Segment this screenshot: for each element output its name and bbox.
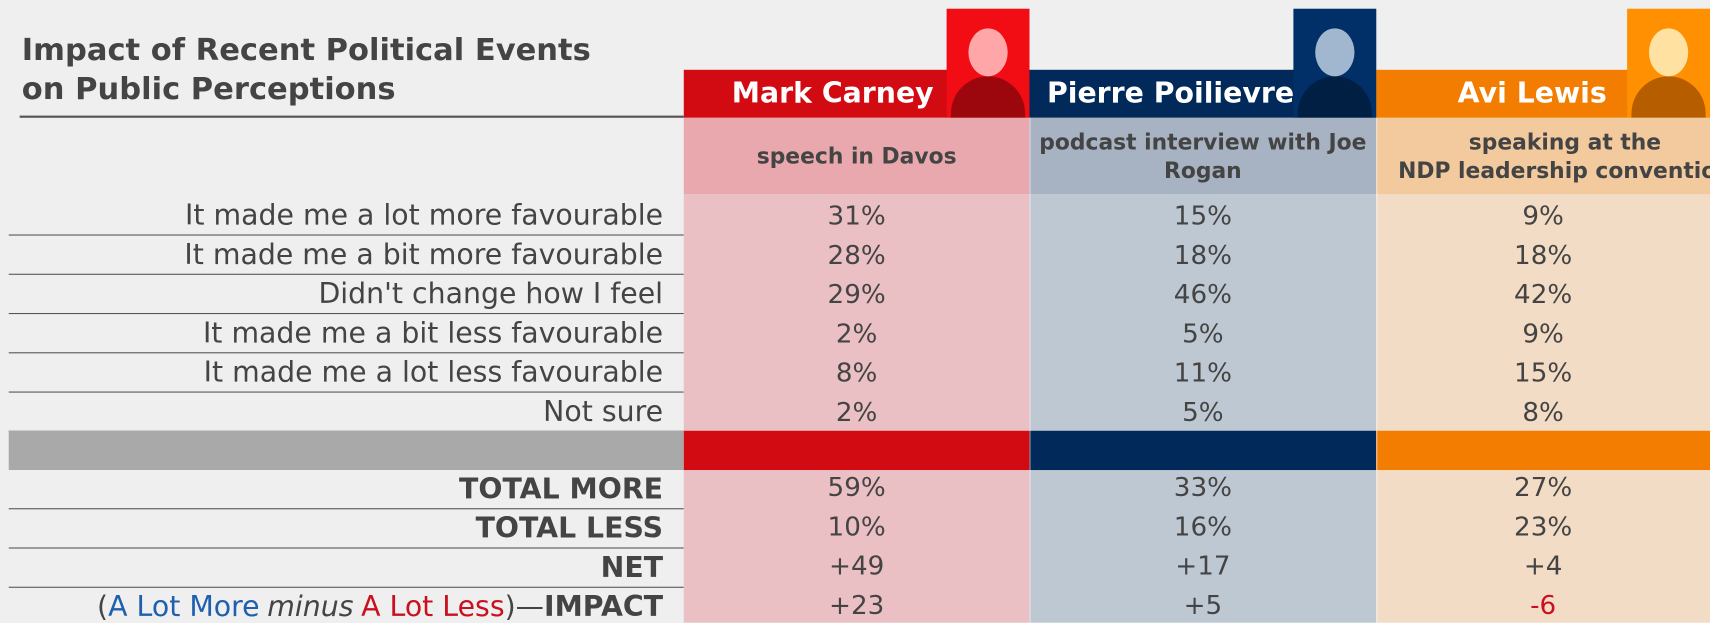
event-text: podcast interview with Joe Rogan (1029, 117, 1377, 195)
value-cell: 8% (835, 357, 878, 389)
value-cell: 42% (1514, 279, 1573, 310)
value-cell: 9% (1522, 200, 1564, 232)
value-cell: 29% (827, 279, 886, 310)
event-text: speech in Davos (683, 117, 1030, 195)
value-cell: 46% (1173, 279, 1232, 310)
row-label: Not sure (543, 395, 664, 429)
row-label: It made me a bit more favourable (184, 238, 664, 272)
photo (1293, 8, 1377, 118)
value-cell: 18% (1173, 239, 1232, 271)
summary-cell: 27% (1514, 472, 1573, 503)
summary-cell: +17 (1175, 550, 1231, 582)
value-cell: 11% (1173, 357, 1232, 389)
row-line (8, 547, 684, 549)
impact-label: (A Lot More minus A Lot Less)—IMPACT (9, 588, 663, 623)
impact-label-part: )— (504, 591, 545, 623)
row-line (8, 508, 684, 510)
impact-label-part: A Lot More (108, 591, 260, 623)
separator-band (1029, 430, 1377, 471)
value-cell: 31% (827, 200, 886, 232)
row-line (8, 586, 684, 588)
candidate-name: Mark Carney (731, 77, 934, 111)
photo-head (1648, 28, 1689, 77)
summary-cell: +49 (829, 550, 885, 582)
value-cell: 5% (1182, 318, 1224, 349)
title-rule (19, 115, 684, 118)
column-bg (683, 194, 1030, 623)
summary-cell: 59% (827, 472, 886, 503)
separator-band (1376, 430, 1710, 471)
summary-cell: +4 (1523, 550, 1563, 582)
column-bg (1376, 194, 1710, 623)
row-line (8, 273, 684, 275)
row-label: Didn't change how I feel (318, 278, 664, 311)
photo-body (950, 76, 1026, 118)
impact-cell: -6 (1530, 589, 1557, 621)
summary-cell: 23% (1514, 511, 1573, 543)
row-line (8, 352, 684, 354)
value-cell: 15% (1514, 357, 1573, 389)
column-divider (1376, 117, 1378, 623)
summary-cell: 10% (827, 511, 886, 543)
event-text: speaking at the NDP leadership conventio… (1376, 117, 1710, 195)
candidate-name: Avi Lewis (1457, 77, 1607, 111)
separator-bar (8, 430, 684, 471)
photo-body (1297, 76, 1372, 118)
column-divider (1029, 117, 1031, 623)
value-cell: 18% (1514, 239, 1573, 271)
row-label: It made me a lot less favourable (203, 356, 664, 390)
impact-cell: +23 (829, 589, 885, 621)
title: Impact of Recent Political Events on Pub… (21, 31, 591, 107)
impact-label-part: IMPACT (544, 591, 664, 623)
photo-head (968, 28, 1008, 77)
photo (1627, 8, 1710, 118)
photo-head (1315, 28, 1355, 77)
summary-cell: 33% (1173, 472, 1232, 503)
row-line (8, 312, 684, 315)
impact-label-part: A Lot Less (361, 591, 505, 623)
summary-cell: 16% (1173, 511, 1232, 543)
value-cell: 2% (835, 318, 878, 349)
value-cell: 28% (827, 239, 886, 271)
value-cell: 5% (1182, 396, 1224, 428)
value-cell: 15% (1173, 200, 1232, 232)
impact-label-part: ( (97, 591, 109, 623)
row-label: It made me a bit less favourable (202, 317, 664, 351)
value-cell: 9% (1522, 318, 1564, 349)
row-line (8, 391, 684, 393)
impact-label-part: minus (267, 591, 354, 623)
photo (946, 8, 1030, 118)
candidate-name: Pierre Poilievre (1046, 77, 1295, 111)
value-cell: 2% (835, 396, 878, 428)
summary-label: NET (600, 551, 664, 585)
impact-cell: +5 (1183, 589, 1223, 621)
row-line (8, 234, 684, 236)
separator-band (683, 430, 1030, 471)
row-label: It made me a lot more favourable (185, 199, 664, 233)
column-bg (1029, 194, 1377, 623)
summary-label: TOTAL LESS (475, 512, 664, 546)
summary-label: TOTAL MORE (459, 473, 664, 507)
value-cell: 8% (1522, 396, 1564, 428)
